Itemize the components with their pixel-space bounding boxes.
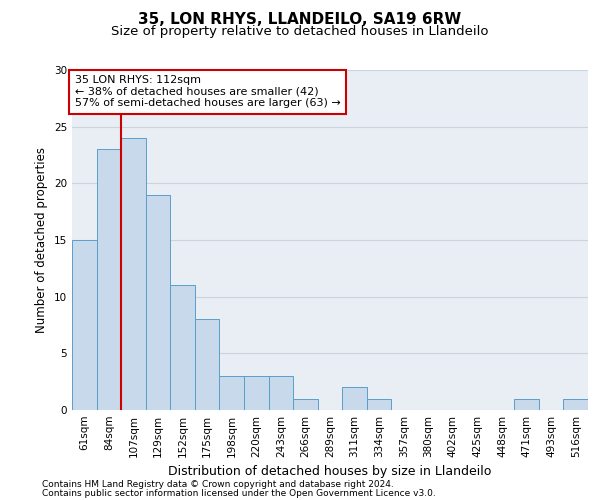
Bar [220,376,244,410]
Text: 35, LON RHYS, LLANDEILO, SA19 6RW: 35, LON RHYS, LLANDEILO, SA19 6RW [139,12,461,28]
Bar [244,376,269,410]
Text: Contains public sector information licensed under the Open Government Licence v3: Contains public sector information licen… [42,488,436,498]
Bar [146,194,170,410]
Bar [342,388,367,410]
Bar [195,320,220,410]
Y-axis label: Number of detached properties: Number of detached properties [35,147,49,333]
Bar [269,376,293,410]
Bar [367,398,391,410]
Bar [170,286,195,410]
Bar [563,398,588,410]
Bar [72,240,97,410]
Bar [97,150,121,410]
Text: Contains HM Land Registry data © Crown copyright and database right 2024.: Contains HM Land Registry data © Crown c… [42,480,394,489]
Bar [121,138,146,410]
X-axis label: Distribution of detached houses by size in Llandeilo: Distribution of detached houses by size … [169,466,491,478]
Bar [514,398,539,410]
Text: 35 LON RHYS: 112sqm
← 38% of detached houses are smaller (42)
57% of semi-detach: 35 LON RHYS: 112sqm ← 38% of detached ho… [74,75,340,108]
Bar [293,398,318,410]
Text: Size of property relative to detached houses in Llandeilo: Size of property relative to detached ho… [111,25,489,38]
